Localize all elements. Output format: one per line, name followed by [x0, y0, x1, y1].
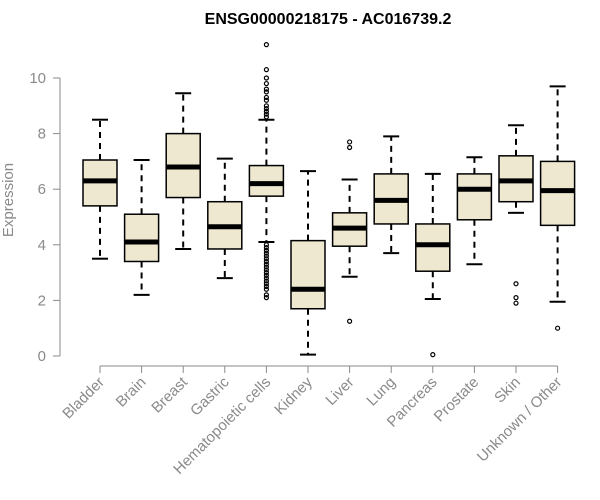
outlier-point — [263, 292, 269, 298]
y-tick-label: 6 — [38, 181, 46, 198]
y-axis-label: Expression — [0, 163, 17, 237]
outlier-point — [263, 270, 269, 276]
outlier-point — [263, 75, 269, 81]
outlier-point — [263, 272, 269, 278]
outlier-point — [263, 253, 269, 259]
x-tick-label: Prostate — [431, 374, 483, 426]
outlier-point — [263, 111, 269, 117]
outlier-point — [263, 258, 269, 265]
x-tick-label: Skin — [491, 374, 524, 407]
box-group — [415, 172, 451, 358]
chart-title: ENSG00000218175 - AC016739.2 — [205, 11, 452, 28]
x-tick-label: Bladder — [59, 374, 108, 423]
outlier-point — [263, 247, 269, 253]
box-group — [165, 92, 201, 250]
outlier-point — [263, 286, 269, 292]
outlier-point — [513, 300, 519, 306]
box-group — [373, 135, 409, 255]
outlier-point — [263, 42, 269, 48]
outlier-point — [263, 108, 269, 114]
x-tick-label: Kidney — [271, 373, 316, 418]
box-group — [539, 85, 576, 331]
outlier-point — [347, 318, 353, 324]
box-group — [498, 124, 534, 306]
x-tick-label: Brain — [113, 374, 150, 411]
box-group — [82, 118, 118, 260]
outlier-point — [263, 261, 269, 267]
box-group — [207, 157, 243, 280]
x-tick-label: Breast — [148, 373, 191, 416]
outlier-point — [263, 281, 269, 287]
box-iqr — [248, 164, 285, 197]
outlier-point — [263, 278, 269, 284]
outlier-point — [263, 275, 269, 281]
x-tick-label: Lung — [363, 374, 399, 410]
box-series — [82, 42, 576, 358]
outlier-point — [263, 244, 269, 251]
outlier-point — [263, 80, 269, 87]
box-group — [456, 156, 493, 266]
outlier-point — [263, 89, 269, 95]
box-group — [331, 139, 368, 324]
box-iqr — [290, 239, 326, 310]
box-group — [123, 159, 160, 296]
x-tick-label: Liver — [322, 374, 357, 409]
outlier-point — [347, 144, 353, 151]
outlier-point — [263, 250, 269, 256]
outlier-point — [430, 352, 436, 358]
box-group — [290, 170, 326, 356]
outlier-point — [263, 67, 269, 73]
outlier-point — [263, 103, 269, 109]
outlier-point — [263, 86, 269, 92]
box-iqr — [123, 213, 160, 263]
box-group — [248, 42, 285, 301]
y-tick-label: 8 — [38, 126, 46, 143]
outlier-point — [263, 105, 269, 112]
outlier-point — [554, 325, 561, 331]
outlier-point — [263, 97, 269, 103]
outlier-point — [263, 295, 269, 301]
box-iqr — [456, 173, 493, 221]
y-tick-label: 4 — [38, 237, 46, 254]
box-iqr — [539, 160, 576, 227]
outlier-point — [263, 94, 269, 101]
outlier-point — [263, 267, 269, 273]
y-tick-label: 10 — [29, 70, 46, 87]
outlier-point — [513, 281, 519, 287]
box-iqr — [415, 223, 451, 272]
outlier-point — [263, 264, 269, 270]
outlier-point — [263, 114, 269, 120]
outlier-point — [263, 283, 269, 290]
outlier-point — [263, 256, 269, 262]
outlier-point — [347, 139, 353, 145]
y-tick-label: 0 — [38, 348, 46, 365]
outlier-point — [513, 295, 519, 301]
outlier-point — [263, 242, 269, 248]
y-tick-label: 2 — [38, 292, 46, 309]
y-axis: 0 2 4 6 8 10 — [29, 70, 61, 365]
